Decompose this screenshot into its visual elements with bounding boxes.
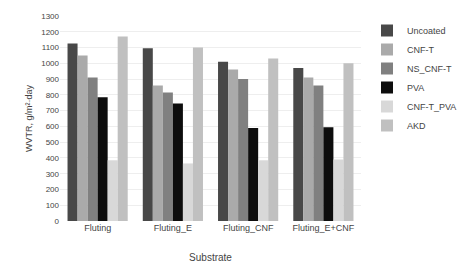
- svg-text:1200: 1200: [41, 28, 59, 37]
- svg-text:Substrate: Substrate: [189, 252, 232, 263]
- svg-text:CNF-T_PVA: CNF-T_PVA: [407, 102, 456, 112]
- svg-text:NS_CNF-T: NS_CNF-T: [407, 64, 452, 74]
- svg-text:AKD: AKD: [407, 121, 426, 131]
- svg-text:1000: 1000: [41, 59, 59, 68]
- svg-text:PVA: PVA: [407, 83, 424, 93]
- svg-text:1100: 1100: [42, 43, 60, 52]
- svg-text:400: 400: [46, 154, 60, 163]
- svg-text:600: 600: [46, 122, 60, 131]
- svg-text:200: 200: [46, 185, 60, 194]
- svg-text:Fluting_CNF: Fluting_CNF: [223, 223, 274, 233]
- svg-text:Fluting_E+CNF: Fluting_E+CNF: [292, 223, 354, 233]
- svg-text:Fluting: Fluting: [84, 223, 111, 233]
- svg-text:700: 700: [46, 106, 60, 115]
- svg-text:CNF-T: CNF-T: [407, 45, 434, 55]
- svg-text:300: 300: [46, 169, 60, 178]
- svg-text:WVTR, g/m²·day: WVTR, g/m²·day: [24, 85, 34, 153]
- svg-text:1300: 1300: [41, 12, 59, 21]
- svg-text:0: 0: [55, 217, 60, 226]
- svg-text:Fluting_E: Fluting_E: [154, 223, 192, 233]
- svg-text:500: 500: [46, 138, 60, 147]
- svg-text:100: 100: [46, 201, 60, 210]
- svg-text:900: 900: [46, 75, 60, 84]
- svg-text:Uncoated: Uncoated: [407, 26, 446, 36]
- svg-text:800: 800: [46, 91, 60, 100]
